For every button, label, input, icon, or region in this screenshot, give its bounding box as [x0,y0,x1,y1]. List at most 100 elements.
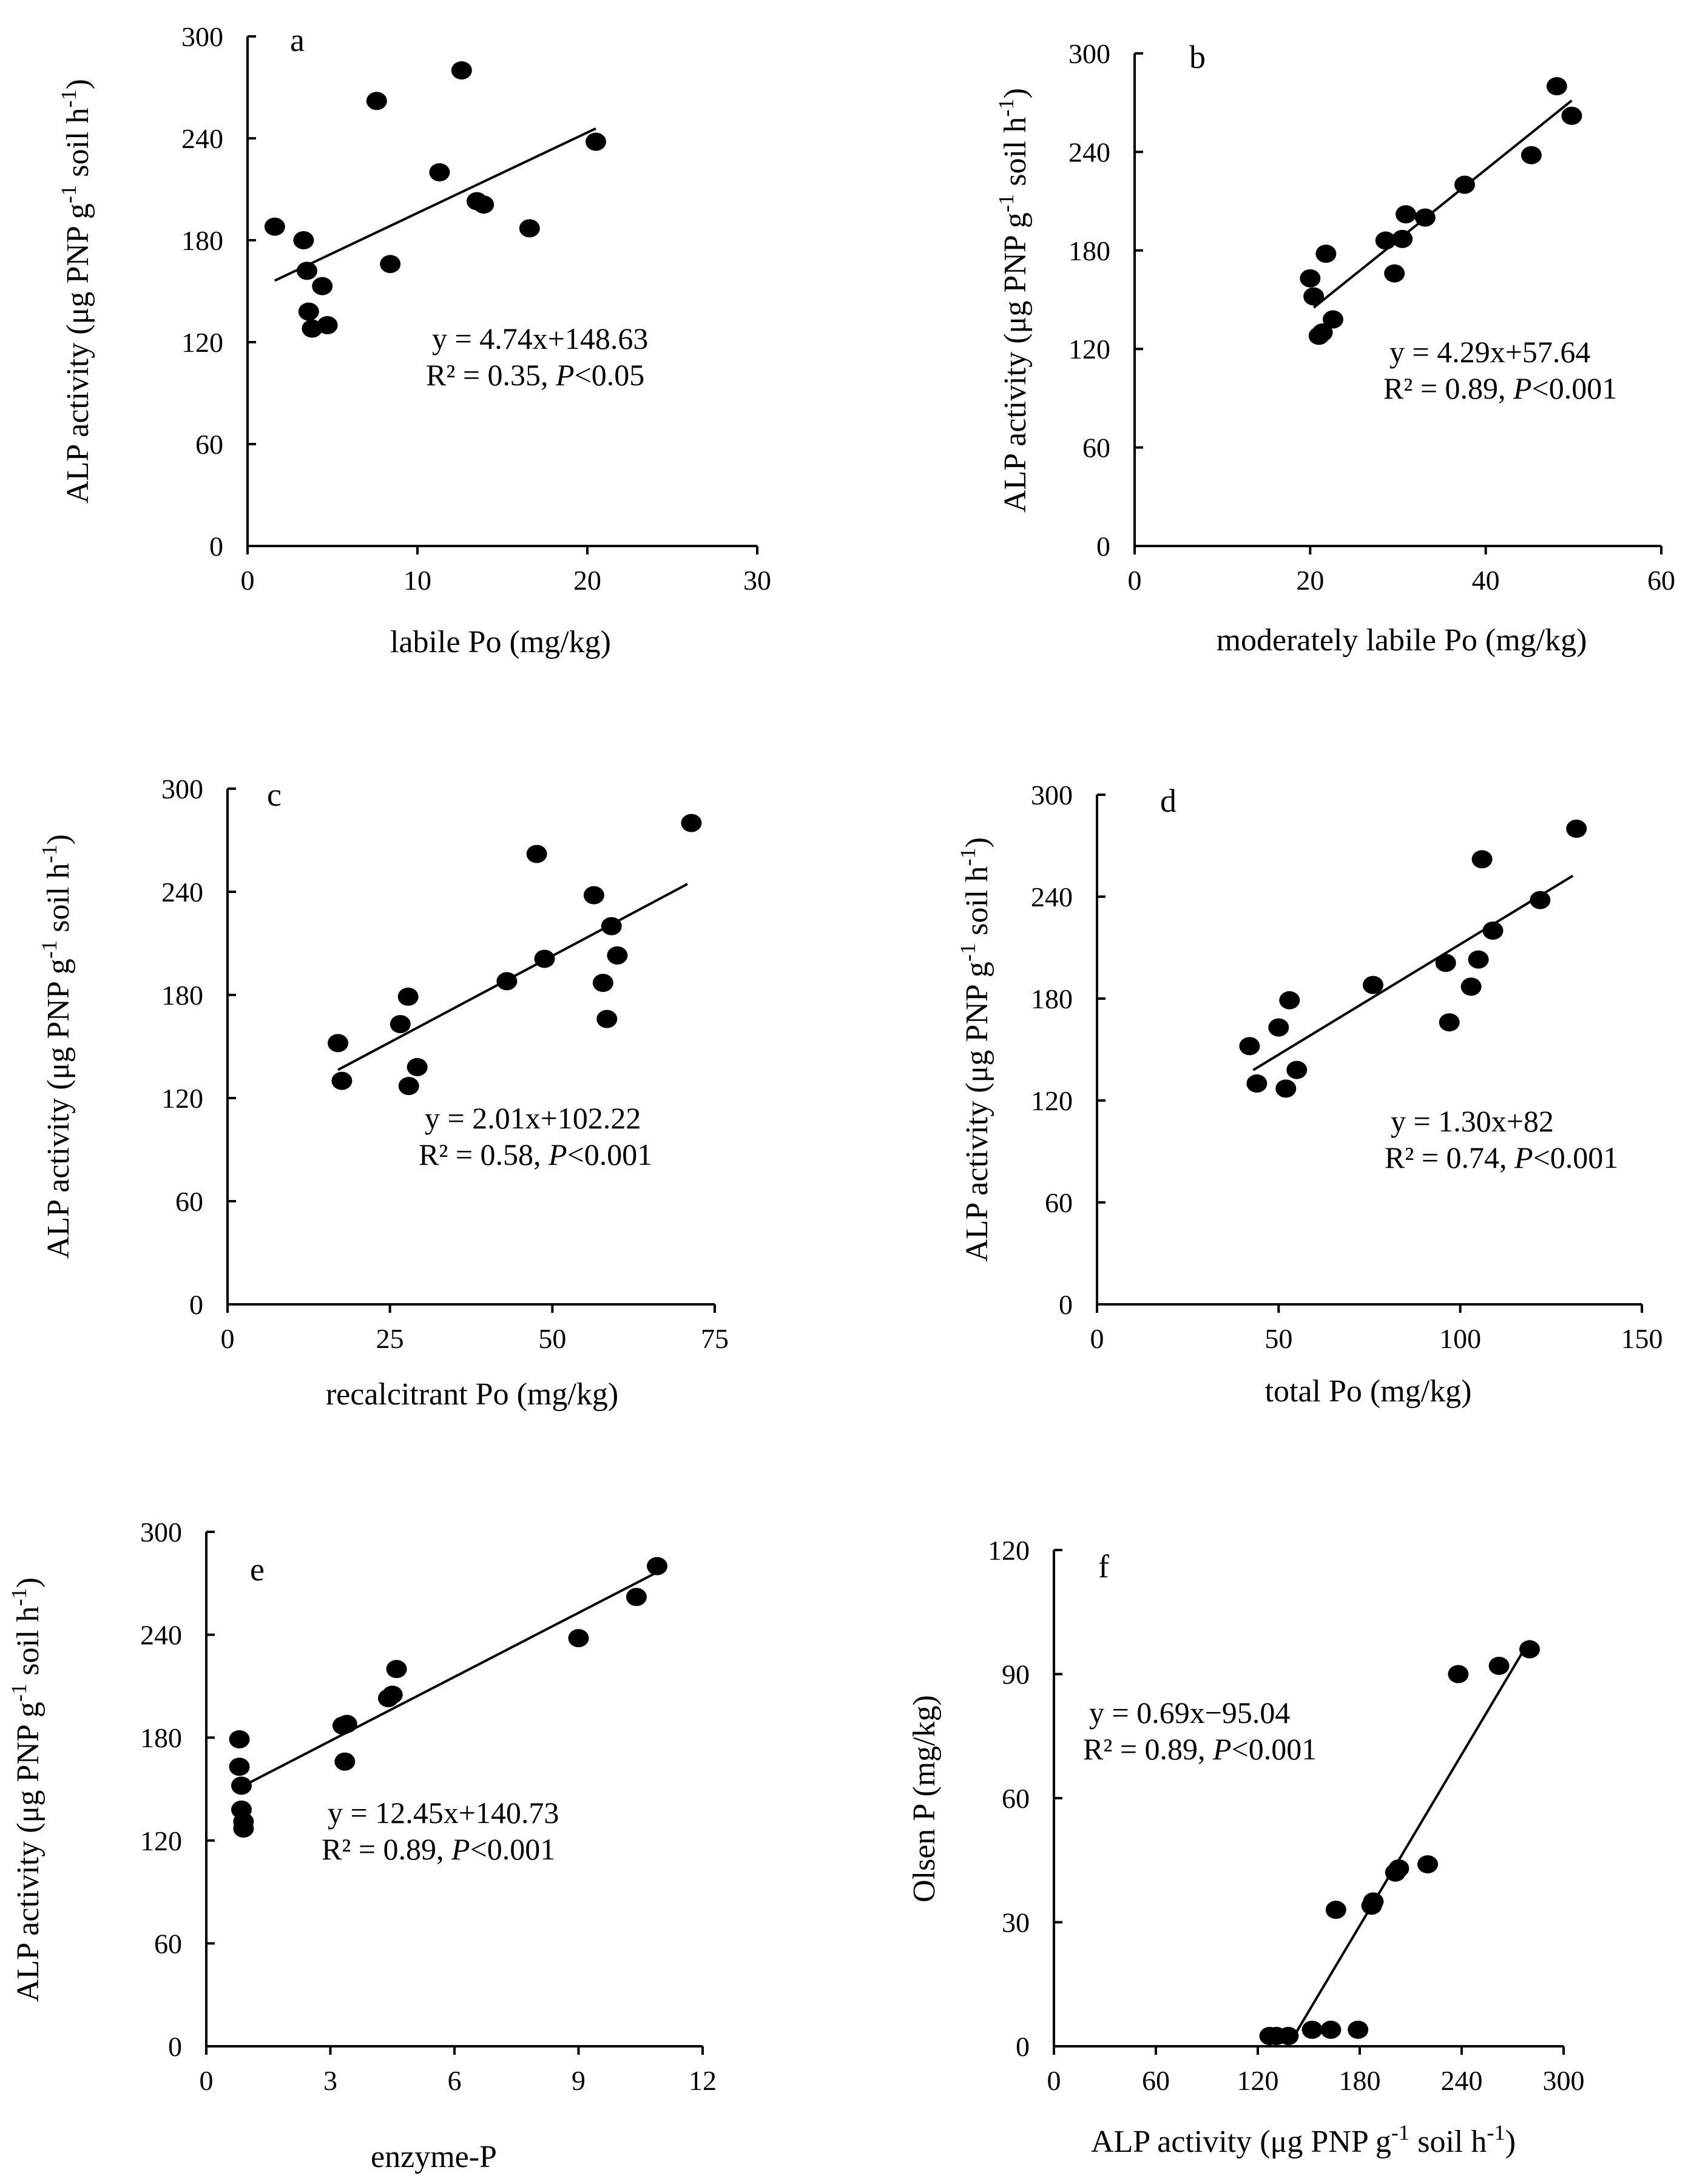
y-tick-label: 240 [1031,881,1073,912]
y-axis-title: ALP activity (μg PNP g-1 soil h-1) [956,837,994,1262]
data-point [1414,208,1436,227]
data-point [386,1660,407,1679]
y-tick-label: 120 [140,1825,182,1856]
x-tick-label: 60 [1142,2065,1170,2096]
data-point [1488,1656,1510,1675]
data-point [293,231,314,249]
data-point [1300,269,1321,288]
data-point [526,844,547,863]
data-point [334,1752,356,1771]
y-tick-label: 120 [161,1083,203,1114]
panel-e: 0 60 120 180 240 300 0 3 6 9 12 e y = 12.45x+140.73R… [7,1517,717,2174]
x-tick-label: 75 [701,1323,729,1354]
data-point [380,255,401,274]
x-tick-label: 240 [1441,2065,1483,2096]
data-point [1325,1901,1346,1919]
y-tick-label: 0 [1016,2031,1030,2062]
data-point [1362,976,1383,994]
data-point [1348,2020,1369,2039]
data-point [1315,244,1337,263]
y-tick-label: 60 [1045,1187,1073,1218]
data-point [317,316,338,334]
x-tick-label: 40 [1472,565,1500,596]
panel-letter: e [250,1551,265,1588]
x-axis-title: enzyme-P [371,2140,497,2174]
y-tick-label: 60 [1002,1783,1030,1814]
y-tick-label: 180 [181,225,223,256]
y-tick-label: 300 [1068,38,1110,69]
data-point [592,974,613,993]
panel-letter: b [1189,39,1206,75]
regression-stats: R² = 0.89, P<0.001 [322,1832,555,1866]
y-axis-title: ALP activity (μg PNP g-1 soil h-1) [37,834,76,1259]
data-point [229,1758,250,1776]
x-tick-label: 30 [743,565,771,596]
x-axis-title: ALP activity (μg PNP g-1 soil h-1) [1091,2120,1516,2159]
y-axis-title: ALP activity (μg PNP g-1 soil h-1) [7,1577,46,2002]
data-point [1279,991,1300,1009]
data-point [1239,1037,1260,1056]
y-tick-label: 60 [1082,433,1110,463]
y-tick-label: 180 [1068,235,1110,266]
y-tick-label: 300 [161,774,203,804]
y-tick-label: 60 [154,1928,182,1959]
y-tick-label: 0 [168,2031,182,2062]
y-tick-label: 240 [181,123,223,154]
data-point [1388,1859,1409,1878]
y-tick-label: 120 [988,1535,1030,1566]
x-tick-label: 20 [1296,565,1324,596]
panel-f: 0 30 60 90 120 0 60 120 180 240 300 f y = 0.69x−95.0… [907,1535,1585,2159]
data-point [1521,146,1542,164]
regression-line [238,1571,658,1789]
data-point [382,1685,403,1704]
data-point [1375,231,1396,250]
regression-equation: y = 12.45x+140.73 [328,1796,559,1830]
data-point [1417,1855,1438,1874]
data-point [1530,891,1551,909]
data-point [1471,850,1493,869]
panel-a: 0 60 120 180 240 300 0 10 20 30 a y = 4.74x+148.63R… [56,21,771,659]
regression-equation: y = 4.74x+148.63 [432,322,648,356]
data-point [336,1714,357,1733]
x-tick-label: 0 [1047,2065,1061,2096]
y-tick-label: 240 [140,1620,182,1651]
data-point [601,917,622,935]
data-point [231,1776,252,1795]
data-point [1454,175,1475,194]
data-point [1301,2020,1323,2039]
data-point [229,1730,250,1749]
x-axis-title: recalcitrant Po (mg/kg) [326,1377,618,1412]
data-point [519,219,540,238]
y-tick-label: 180 [1031,983,1073,1014]
y-tick-label: 240 [161,877,203,908]
data-point [407,1058,428,1076]
data-point [1303,287,1325,306]
regression-stats: R² = 0.74, P<0.001 [1385,1141,1618,1175]
data-point [366,92,387,110]
data-point [1286,1060,1308,1079]
regression-equation: y = 1.30x+82 [1391,1104,1554,1138]
y-tick-label: 0 [189,1289,203,1320]
data-point [1312,323,1333,342]
panel-c: 0 60 120 180 240 300 0 25 50 75 c y = 2.01x+102.22R… [37,774,729,1412]
data-point [1396,205,1417,224]
data-point [607,946,628,965]
x-tick-label: 300 [1543,2065,1585,2096]
data-point [1384,264,1405,283]
data-point [331,1071,353,1090]
regression-stats: R² = 0.89, P<0.001 [1083,1732,1317,1766]
data-point [586,132,606,151]
data-point [398,1077,419,1096]
y-tick-label: 180 [161,980,203,1011]
regression-stats: R² = 0.35, P<0.05 [426,358,644,392]
data-point [1561,106,1582,125]
y-tick-label: 90 [1002,1659,1030,1690]
data-point [583,886,604,905]
regression-equation: y = 4.29x+57.64 [1389,335,1590,369]
data-point [1322,310,1343,329]
data-point [397,987,419,1006]
y-axis-title: Olsen P (mg/kg) [907,1695,942,1903]
data-point [596,1009,618,1028]
data-point [1519,1640,1540,1659]
